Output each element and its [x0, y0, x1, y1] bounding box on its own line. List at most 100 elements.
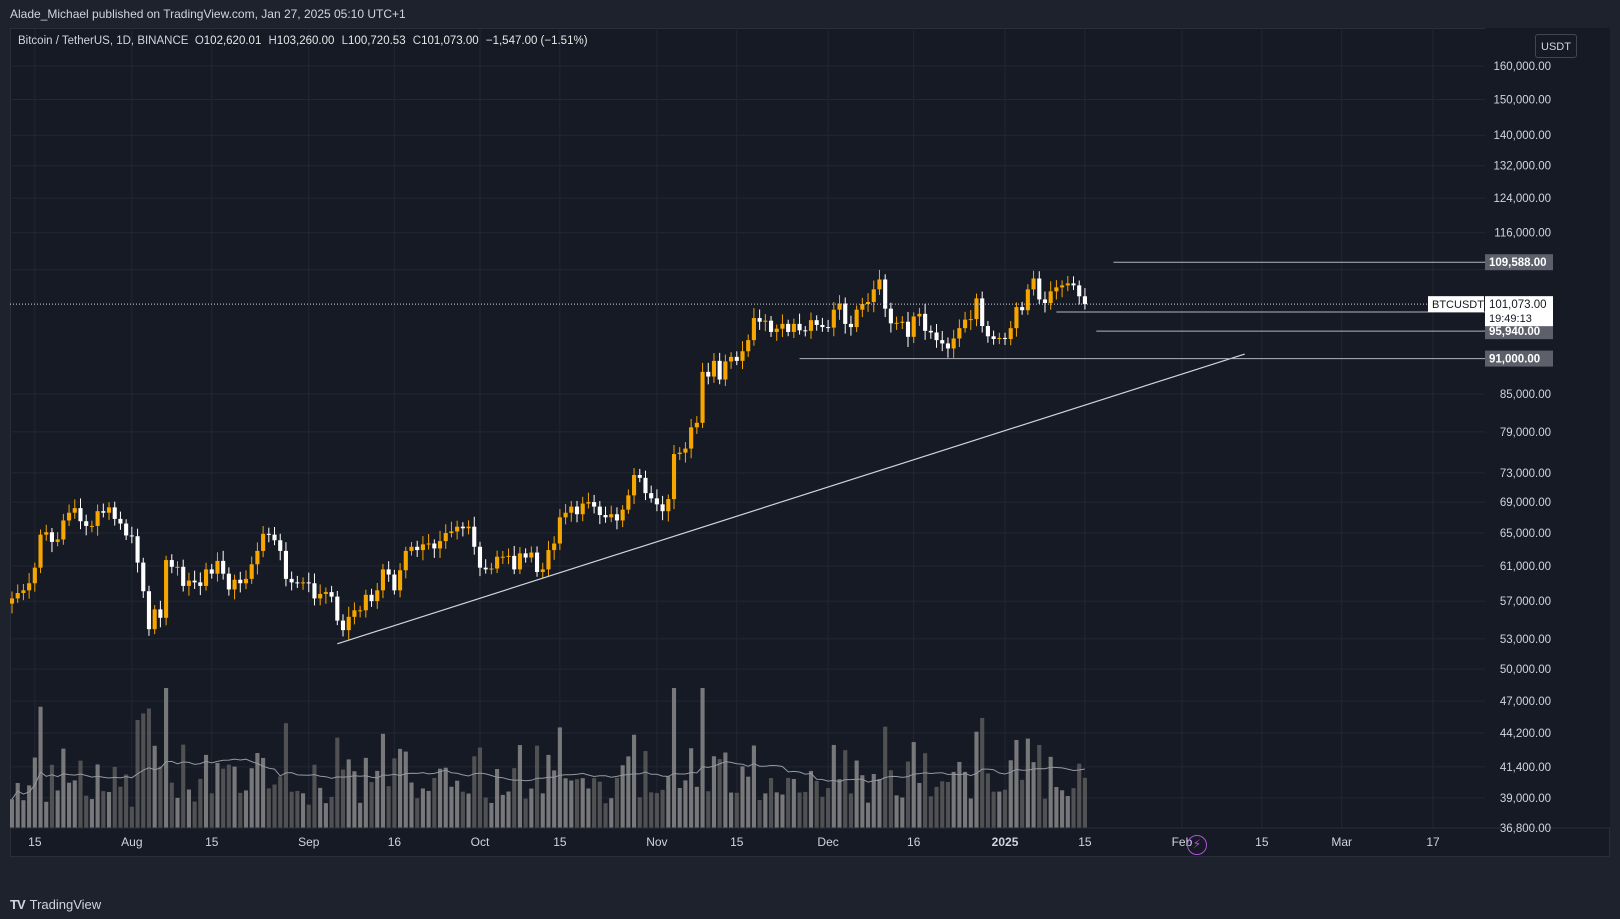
y-tick-label: 73,000.00	[1500, 468, 1551, 480]
volume-bar	[540, 793, 545, 828]
candle-body	[301, 582, 306, 584]
volume-bar	[1008, 760, 1013, 828]
candle-body	[124, 523, 129, 536]
volume-bar	[826, 788, 831, 828]
volume-bar	[198, 778, 203, 828]
price-line-label-bg	[1485, 350, 1553, 367]
y-tick-label: 132,000.00	[1493, 161, 1551, 173]
volume-bar	[369, 782, 374, 828]
candle-body	[192, 580, 197, 583]
volume-bar	[740, 766, 745, 828]
volume-bar	[529, 788, 534, 828]
candle-body	[283, 550, 288, 579]
volume-bar	[888, 770, 893, 828]
symbol-legend: Bitcoin / TetherUS, 1D, BINANCE O102,620…	[18, 35, 592, 47]
volume-bar	[95, 764, 100, 828]
volume-bar	[289, 791, 294, 828]
candle-body	[883, 279, 888, 309]
candle-body	[997, 337, 1002, 340]
candle-body	[866, 301, 871, 305]
candle-body	[786, 323, 791, 332]
candle-body	[586, 502, 591, 504]
candle-body	[329, 592, 334, 597]
volume-bar	[934, 786, 939, 828]
volume-bar	[278, 776, 283, 828]
volume-bar	[649, 792, 654, 828]
price-chart[interactable]: 160,000.00 150,000.00 140,000.00 132,000.00…	[10, 28, 1610, 888]
y-tick-label: 69,000.00	[1500, 497, 1551, 509]
volume-bar	[226, 764, 231, 828]
volume-bar	[574, 779, 580, 828]
volume-bar	[15, 783, 20, 828]
x-tick-label: Dec	[817, 835, 838, 849]
candle-body	[186, 580, 191, 586]
candle-body	[814, 320, 819, 325]
volume-bar	[677, 788, 682, 828]
candle-body	[574, 506, 580, 515]
candle-body	[255, 550, 260, 565]
candle-body	[318, 593, 323, 599]
candle-body	[198, 582, 203, 586]
volume-bar	[614, 777, 619, 828]
price-axis	[1485, 28, 1610, 828]
volume-bar	[238, 792, 243, 828]
volume-bar	[158, 766, 163, 828]
tradingview-brand[interactable]: TV TradingView	[10, 897, 101, 912]
candle-body	[175, 566, 180, 568]
y-tick-label: 140,000.00	[1493, 130, 1551, 142]
candle-body	[164, 560, 169, 618]
volume-bar	[181, 744, 186, 828]
candle-body	[934, 332, 939, 341]
volume-bar	[797, 792, 802, 828]
candle-body	[1008, 328, 1013, 340]
y-tick-label: 39,000.00	[1500, 793, 1551, 805]
candle-body	[101, 511, 106, 513]
trendline	[337, 353, 1245, 645]
candle-body	[460, 526, 465, 529]
candle-body	[603, 515, 608, 518]
candle-body	[15, 593, 20, 599]
candle-body	[146, 591, 152, 630]
candle-body	[597, 506, 602, 516]
volume-bar	[517, 745, 522, 828]
candle-body	[654, 498, 659, 505]
volume-bar	[729, 792, 734, 828]
volume-bar	[1060, 790, 1065, 828]
candle-body	[420, 544, 425, 551]
volume-bar	[392, 758, 397, 828]
volume-bar	[312, 764, 317, 828]
volume-bar	[489, 802, 494, 828]
candle-body	[1060, 285, 1065, 288]
volume-bar	[1054, 786, 1059, 828]
volume-bar	[352, 771, 357, 828]
candle-body	[649, 493, 654, 499]
candle-body	[1002, 337, 1008, 340]
candle-body	[1037, 278, 1042, 300]
candle-body	[375, 590, 380, 602]
candle-body	[312, 583, 317, 599]
volume-bar	[477, 747, 483, 828]
candle-body	[249, 564, 254, 579]
volume-bar	[403, 751, 408, 828]
volume-bar	[118, 786, 123, 828]
volume-bar	[266, 788, 271, 828]
volume-bar	[10, 799, 15, 828]
x-tick-label: 17	[1426, 835, 1440, 849]
current-price-label: 101,073.00	[1489, 299, 1547, 311]
volume-bar	[586, 788, 591, 828]
volume-bar	[44, 801, 49, 828]
candle-body	[820, 324, 825, 328]
candle-body	[569, 506, 574, 513]
price-line-label: 91,000.00	[1489, 354, 1540, 366]
volume-bar	[1082, 777, 1087, 828]
volume-bar	[654, 793, 659, 828]
volume-bar	[763, 793, 768, 828]
lightning-icon[interactable]: ⚡	[1187, 835, 1207, 855]
volume-bar	[221, 768, 226, 828]
volume-bar	[61, 748, 66, 828]
candle-body	[843, 303, 848, 324]
currency-button[interactable]: USDT	[1535, 34, 1577, 58]
candle-body	[1048, 291, 1053, 303]
volume-bar	[580, 778, 585, 828]
volume-bar	[660, 789, 665, 828]
